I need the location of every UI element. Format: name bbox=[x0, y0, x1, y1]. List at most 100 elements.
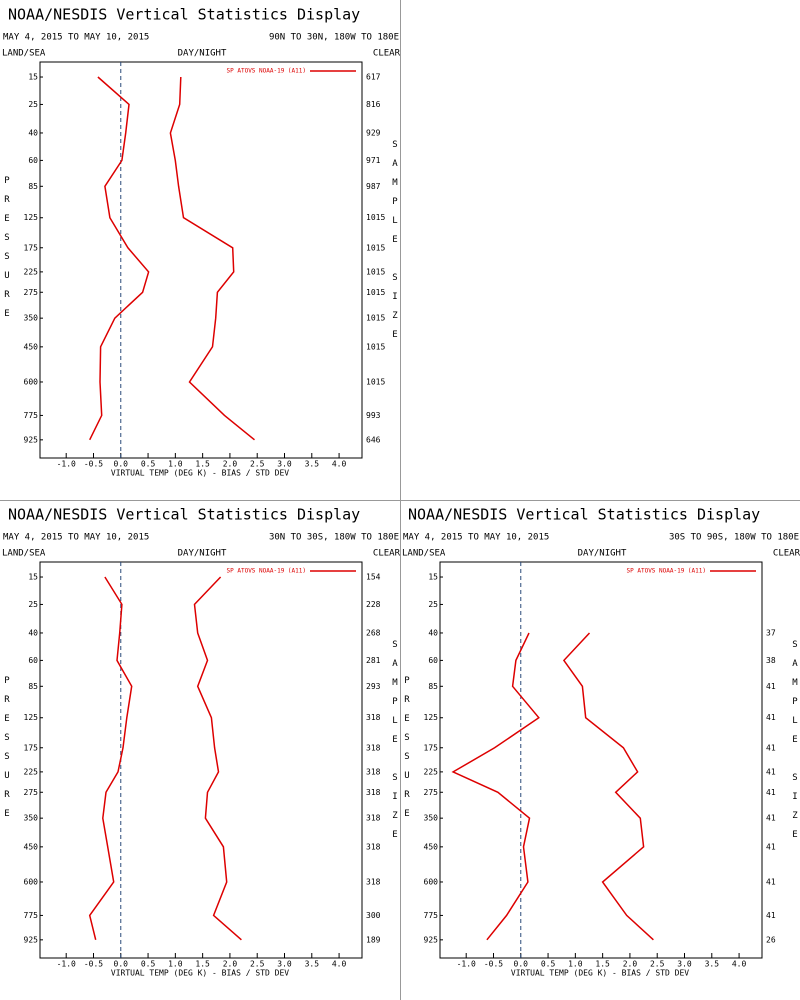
sample-size-label: 41 bbox=[766, 713, 776, 722]
sample-size-label: 268 bbox=[366, 628, 381, 637]
panel: NOAA/NESDIS Vertical Statistics Display M… bbox=[400, 500, 800, 1000]
region: 30S TO 90S, 180W TO 180E bbox=[669, 533, 799, 543]
x-tick-label: 3.5 bbox=[705, 960, 720, 969]
center-header: DAY/NIGHT bbox=[578, 549, 627, 559]
y-tick-label: 25 bbox=[428, 600, 438, 609]
sample-size-label: 38 bbox=[766, 656, 776, 665]
chart: NOAA/NESDIS Vertical Statistics Display M… bbox=[2, 506, 400, 978]
sample-size-label: 154 bbox=[366, 573, 381, 582]
plot-frame bbox=[39, 61, 363, 459]
x-tick-label: 1.0 bbox=[568, 960, 583, 969]
x-tick-label: 0.0 bbox=[514, 960, 529, 969]
sample-size-label: 318 bbox=[366, 713, 381, 722]
profile-line bbox=[193, 576, 242, 941]
divider bbox=[0, 500, 800, 501]
profile-line bbox=[169, 76, 255, 441]
x-tick-label: 4.0 bbox=[732, 960, 747, 969]
y-tick-label: 350 bbox=[424, 814, 439, 823]
y-tick-label: 925 bbox=[24, 935, 39, 944]
legend-label: SP ATOVS NOAA-19 (A11) bbox=[227, 568, 306, 575]
x-tick-label: 2.0 bbox=[223, 460, 238, 469]
chart: NOAA/NESDIS Vertical Statistics Display M… bbox=[402, 506, 800, 978]
sample-size-label: 1015 bbox=[366, 342, 385, 351]
x-tick-label: -0.5 bbox=[84, 460, 103, 469]
x-axis-label: VIRTUAL TEMP (DEG K) - BIAS / STD DEV bbox=[511, 969, 689, 978]
sample-size-label: 318 bbox=[366, 788, 381, 797]
x-axis-label: VIRTUAL TEMP (DEG K) - BIAS / STD DEV bbox=[111, 469, 289, 478]
y-tick-label: 225 bbox=[424, 767, 439, 776]
x-tick-label: 3.0 bbox=[277, 960, 292, 969]
y-tick-label: 225 bbox=[24, 267, 39, 276]
sample-size-label: 816 bbox=[366, 100, 381, 109]
chart-title: NOAA/NESDIS Vertical Statistics Display bbox=[8, 6, 360, 24]
y-tick-label: 350 bbox=[24, 814, 39, 823]
sample-size-label: 993 bbox=[366, 411, 381, 420]
sample-size-label: 318 bbox=[366, 877, 381, 886]
vertical-label: PRESSURE bbox=[402, 676, 412, 828]
sample-size-label: 929 bbox=[366, 128, 381, 137]
sample-size-label: 228 bbox=[366, 600, 381, 609]
y-tick-label: 40 bbox=[428, 628, 438, 637]
chart-title: NOAA/NESDIS Vertical Statistics Display bbox=[408, 506, 760, 524]
center-header: DAY/NIGHT bbox=[178, 549, 227, 559]
x-tick-label: 4.0 bbox=[332, 960, 347, 969]
x-tick-label: -1.0 bbox=[57, 460, 76, 469]
y-tick-label: 175 bbox=[24, 243, 39, 252]
x-tick-label: 3.0 bbox=[677, 960, 692, 969]
panel: NOAA/NESDIS Vertical Statistics Display M… bbox=[0, 0, 400, 500]
y-tick-label: 225 bbox=[24, 767, 39, 776]
sample-size-label: 987 bbox=[366, 182, 381, 191]
x-tick-label: 1.5 bbox=[195, 460, 210, 469]
sample-size-label: 41 bbox=[766, 877, 776, 886]
y-tick-label: 600 bbox=[424, 877, 439, 886]
profile-line bbox=[88, 576, 133, 940]
y-tick-label: 60 bbox=[28, 156, 38, 165]
sample-size-label: 646 bbox=[366, 435, 381, 444]
sample-size-label: 318 bbox=[366, 842, 381, 851]
region: 90N TO 30N, 180W TO 180E bbox=[269, 33, 399, 43]
vertical-label: SAMPLE SIZE bbox=[790, 640, 800, 849]
legend-label: SP ATOVS NOAA-19 (A11) bbox=[227, 68, 306, 75]
y-tick-label: 275 bbox=[24, 788, 39, 797]
sample-size-label: 318 bbox=[366, 767, 381, 776]
sample-size-label: 41 bbox=[766, 788, 776, 797]
x-tick-label: 2.5 bbox=[250, 460, 265, 469]
sample-size-label: 26 bbox=[766, 935, 776, 944]
y-tick-label: 60 bbox=[428, 656, 438, 665]
sample-size-label: 1015 bbox=[366, 243, 385, 252]
sample-size-label: 318 bbox=[366, 743, 381, 752]
y-tick-label: 600 bbox=[24, 877, 39, 886]
x-tick-label: 2.5 bbox=[650, 960, 665, 969]
y-tick-label: 25 bbox=[28, 100, 38, 109]
sample-size-label: 37 bbox=[766, 628, 776, 637]
y-tick-label: 925 bbox=[424, 935, 439, 944]
sample-size-label: 1015 bbox=[366, 288, 385, 297]
y-tick-label: 85 bbox=[428, 682, 438, 691]
center-header: DAY/NIGHT bbox=[178, 49, 227, 59]
profile-line bbox=[562, 632, 654, 941]
x-tick-label: 0.5 bbox=[541, 960, 556, 969]
x-tick-label: 1.5 bbox=[595, 960, 610, 969]
vertical-label: SAMPLE SIZE bbox=[390, 140, 400, 349]
panel: NOAA/NESDIS Vertical Statistics Display M… bbox=[0, 500, 400, 1000]
y-tick-label: 450 bbox=[24, 842, 39, 851]
x-tick-label: 1.0 bbox=[168, 460, 183, 469]
right-header: CLEAR bbox=[373, 49, 400, 59]
chart-title: NOAA/NESDIS Vertical Statistics Display bbox=[8, 506, 360, 524]
y-tick-label: 175 bbox=[24, 743, 39, 752]
sample-size-label: 41 bbox=[766, 842, 776, 851]
y-tick-label: 775 bbox=[424, 911, 439, 920]
left-header: LAND/SEA bbox=[402, 549, 446, 559]
y-tick-label: 450 bbox=[24, 342, 39, 351]
vertical-label: SAMPLE SIZE bbox=[390, 640, 400, 849]
x-tick-label: -0.5 bbox=[484, 960, 503, 969]
x-tick-label: 3.5 bbox=[305, 960, 320, 969]
y-tick-label: 125 bbox=[24, 213, 39, 222]
x-tick-label: 0.5 bbox=[141, 460, 156, 469]
region: 30N TO 30S, 180W TO 180E bbox=[269, 533, 399, 543]
y-tick-label: 40 bbox=[28, 628, 38, 637]
left-header: LAND/SEA bbox=[2, 549, 46, 559]
sample-size-label: 41 bbox=[766, 814, 776, 823]
x-tick-label: -0.5 bbox=[84, 960, 103, 969]
